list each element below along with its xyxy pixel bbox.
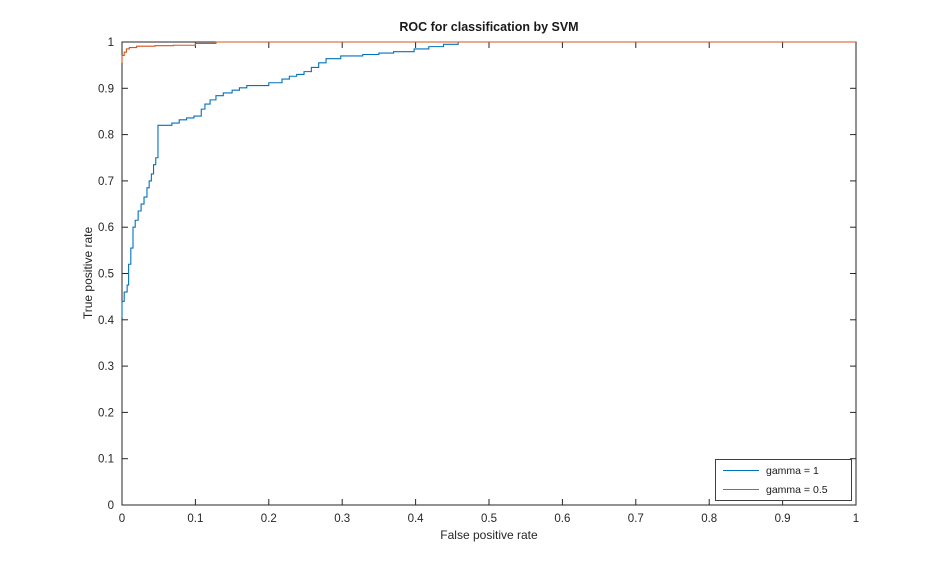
roc-curve-gamma-1 bbox=[121, 41, 856, 318]
legend-line-sample-gamma-1 bbox=[723, 470, 759, 471]
y-tick-label: 0.4 bbox=[98, 315, 115, 327]
legend-item-gamma-05: gamma = 0.5 bbox=[716, 482, 851, 498]
x-tick-label: 0.7 bbox=[628, 513, 644, 525]
y-tick-label: 0.7 bbox=[98, 176, 114, 188]
legend-item-gamma-1: gamma = 1 bbox=[716, 463, 851, 479]
legend-line-sample-gamma-05 bbox=[723, 489, 759, 490]
y-tick-label: 0.5 bbox=[98, 269, 114, 281]
y-tick-label: 0.6 bbox=[98, 222, 114, 234]
y-tick-label: 0.8 bbox=[98, 130, 114, 142]
y-axis-label: True positive rate bbox=[81, 226, 95, 320]
x-tick-label: 0.4 bbox=[408, 513, 425, 525]
y-tick-label: 1 bbox=[108, 37, 114, 49]
x-tick-label: 0.3 bbox=[334, 513, 350, 525]
x-axis-label: False positive rate bbox=[440, 528, 538, 542]
legend-label-gamma-1: gamma = 1 bbox=[766, 464, 819, 477]
x-tick-label: 0.2 bbox=[261, 513, 277, 525]
y-tick-label: 0.9 bbox=[98, 83, 114, 95]
x-tick-label: 0.6 bbox=[554, 513, 570, 525]
x-tick-label: 1 bbox=[853, 513, 859, 525]
legend: gamma = 1 gamma = 0.5 bbox=[715, 459, 852, 501]
roc-curve-gamma-0-5 bbox=[121, 41, 856, 63]
legend-label-gamma-05: gamma = 0.5 bbox=[766, 483, 828, 496]
axes-box bbox=[121, 41, 857, 506]
x-tick-label: 0 bbox=[119, 513, 125, 525]
y-tick-label: 0.1 bbox=[98, 454, 114, 466]
y-tick-label: 0.3 bbox=[98, 361, 114, 373]
y-tick-label: 0.2 bbox=[98, 407, 114, 419]
x-tick-label: 0.8 bbox=[701, 513, 717, 525]
x-tick-label: 0.1 bbox=[187, 513, 203, 525]
x-tick-label: 0.9 bbox=[775, 513, 791, 525]
x-tick-label: 0.5 bbox=[481, 513, 497, 525]
y-tick-label: 0 bbox=[108, 500, 114, 512]
chart-title: ROC for classification by SVM bbox=[399, 20, 579, 34]
